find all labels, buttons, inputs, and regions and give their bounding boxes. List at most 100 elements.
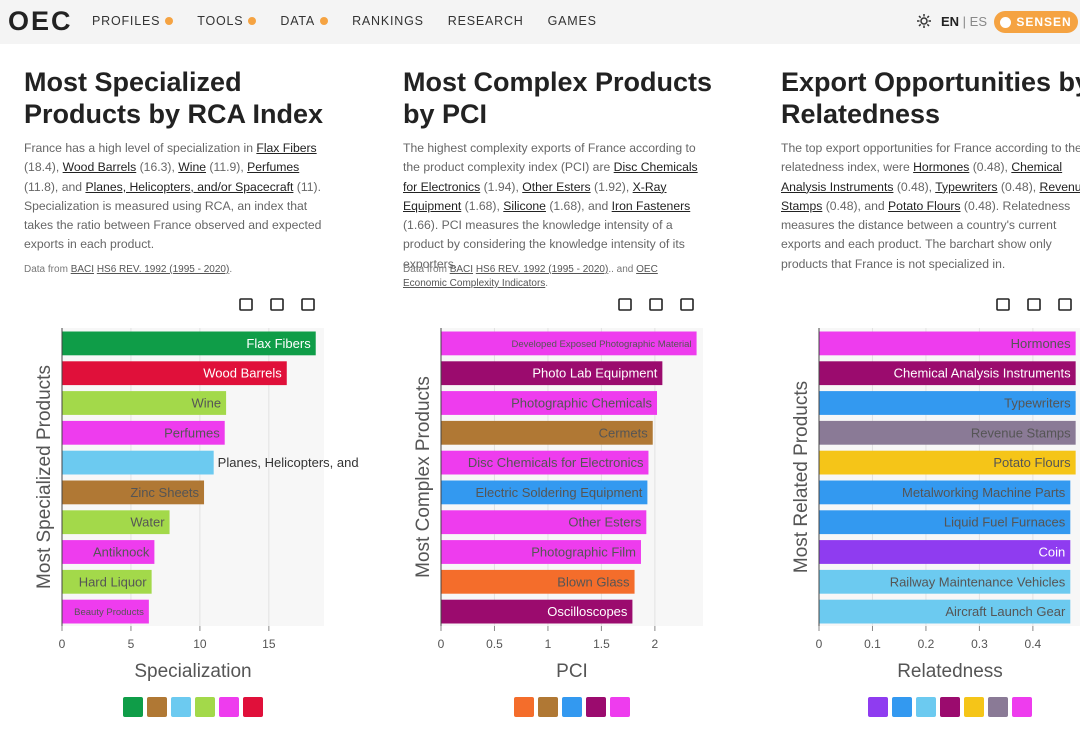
x-tick-label: 0.1 (864, 637, 881, 651)
bar[interactable] (62, 361, 287, 386)
bar[interactable] (819, 361, 1076, 386)
panel: Most Specialized Products by RCA Index F… (24, 0, 359, 740)
bar[interactable] (441, 599, 633, 624)
link[interactable]: Economic Complexity Indicators (403, 278, 546, 289)
toolbar-button[interactable] (1027, 298, 1041, 311)
toolbar-button[interactable] (1058, 298, 1072, 311)
toolbar-button[interactable] (649, 298, 663, 311)
link[interactable]: Perfumes (247, 160, 300, 175)
bar-label: Developed Exposed Photographic Material (511, 339, 691, 350)
bar-label: Hard Liquor (79, 574, 148, 589)
bar[interactable] (441, 510, 647, 535)
y-axis-label: Most Complex Products (413, 376, 434, 578)
nav-item[interactable]: GAMES (548, 14, 597, 28)
toolbar-button[interactable] (618, 298, 632, 311)
bar-label: Aircraft Launch Gear (945, 604, 1066, 619)
bar-label: Photographic Film (531, 545, 636, 560)
bar[interactable] (441, 450, 649, 475)
bar[interactable] (62, 331, 316, 356)
bar[interactable] (441, 569, 635, 594)
toolbar-button[interactable] (239, 298, 253, 311)
bar[interactable] (441, 391, 658, 415)
source: Data from BACI HS6 REV. 1992 (1995 - 202… (24, 263, 324, 277)
bar[interactable] (441, 420, 653, 445)
bar[interactable] (62, 599, 149, 624)
link[interactable]: Flax Fibers (256, 141, 317, 155)
bar[interactable] (441, 331, 697, 356)
nav-label: RANKINGS (352, 14, 424, 28)
bar[interactable] (62, 480, 205, 505)
nav-item[interactable]: PROFILES (92, 14, 174, 28)
link[interactable]: Planes, Helicopters, and/or Spacecraft (85, 179, 294, 194)
user-button[interactable]: SENSEN (994, 11, 1078, 33)
text: (0.48), (997, 179, 1040, 194)
link[interactable]: Wood Barrels (62, 160, 137, 175)
nav-dot (320, 17, 329, 25)
link[interactable]: Iron Fasteners (611, 198, 691, 213)
bar-label: Railway Maintenance Vehicles (890, 574, 1066, 589)
bar[interactable] (819, 391, 1076, 415)
bar-label: Blown Glass (557, 574, 630, 589)
link[interactable]: Chemical Analysis Instruments (781, 160, 1063, 194)
link[interactable]: BACI (70, 264, 95, 275)
bar[interactable] (819, 569, 1071, 594)
nav-item[interactable]: TOOLS (197, 14, 257, 28)
lang-en[interactable]: EN (941, 14, 960, 29)
toolbar-button[interactable] (301, 298, 315, 311)
bar[interactable] (62, 420, 225, 445)
x-tick-label: 0 (438, 637, 445, 651)
panel: Most Complex Products by PCI The highest… (403, 0, 738, 740)
toolbar-button[interactable] (270, 298, 284, 311)
bar[interactable] (819, 450, 1076, 475)
link[interactable]: BACI (449, 264, 474, 275)
toolbar-button[interactable] (996, 298, 1010, 311)
bar[interactable] (441, 480, 648, 505)
panel-title: Export Opportunities by Relatedness (781, 67, 1080, 129)
link[interactable]: Potato Flours (888, 198, 961, 213)
nav-item[interactable]: RESEARCH (448, 14, 524, 28)
nav-item[interactable]: DATA (280, 14, 329, 28)
nav-label: DATA (280, 14, 316, 28)
bar[interactable] (441, 540, 641, 564)
bar[interactable] (819, 480, 1071, 505)
link[interactable]: HS6 REV. 1992 (1995 - 2020) (96, 264, 230, 275)
bar[interactable] (62, 450, 214, 475)
lang-es[interactable]: ES (969, 14, 988, 29)
bar[interactable] (819, 510, 1071, 535)
bar[interactable] (819, 331, 1076, 356)
x-tick-label: 2 (652, 637, 659, 651)
link[interactable]: Revenue Stamps (781, 179, 1080, 213)
bar[interactable] (62, 510, 170, 535)
bar-label: Cermets (599, 425, 649, 440)
link[interactable]: Hormones (913, 160, 970, 175)
text: . (545, 278, 549, 289)
bar[interactable] (819, 599, 1071, 624)
bar[interactable] (819, 420, 1076, 445)
text: (0.48). Relatedness measures the distanc… (781, 198, 1071, 271)
top-nav: OEC PROFILES TOOLS DATA RANKINGS RESEARCH GAM… (0, 0, 1080, 44)
link[interactable]: X-Ray Equipment (403, 179, 667, 213)
bar[interactable] (62, 391, 227, 415)
link[interactable]: Typewriters (935, 179, 998, 194)
theme-toggle[interactable] (917, 14, 931, 28)
text: (0.48), and (822, 198, 889, 213)
bar[interactable] (441, 361, 663, 386)
link[interactable]: HS6 REV. 1992 (1995 - 2020) (475, 264, 609, 275)
description: The highest complexity exports of France… (403, 139, 708, 274)
nav-items: PROFILES TOOLS DATA RANKINGS RESEARCH GAMES (92, 14, 597, 28)
text: . (229, 264, 233, 275)
x-axis-label: Specialization (134, 661, 251, 682)
logo[interactable]: OEC (8, 6, 73, 36)
link[interactable]: Wine (178, 160, 207, 175)
link[interactable]: Silicone (503, 198, 546, 213)
link[interactable]: OEC (636, 264, 658, 275)
nav-label: GAMES (547, 14, 597, 28)
link[interactable]: Other Esters (522, 179, 591, 194)
nav-item[interactable]: RANKINGS (352, 14, 424, 28)
bar[interactable] (819, 540, 1071, 564)
bar[interactable] (62, 569, 152, 594)
link[interactable]: Disc Chemicals for Electronics (403, 160, 698, 194)
bar[interactable] (62, 540, 155, 564)
toolbar-button[interactable] (680, 298, 694, 311)
text: (18.4), (24, 160, 63, 175)
